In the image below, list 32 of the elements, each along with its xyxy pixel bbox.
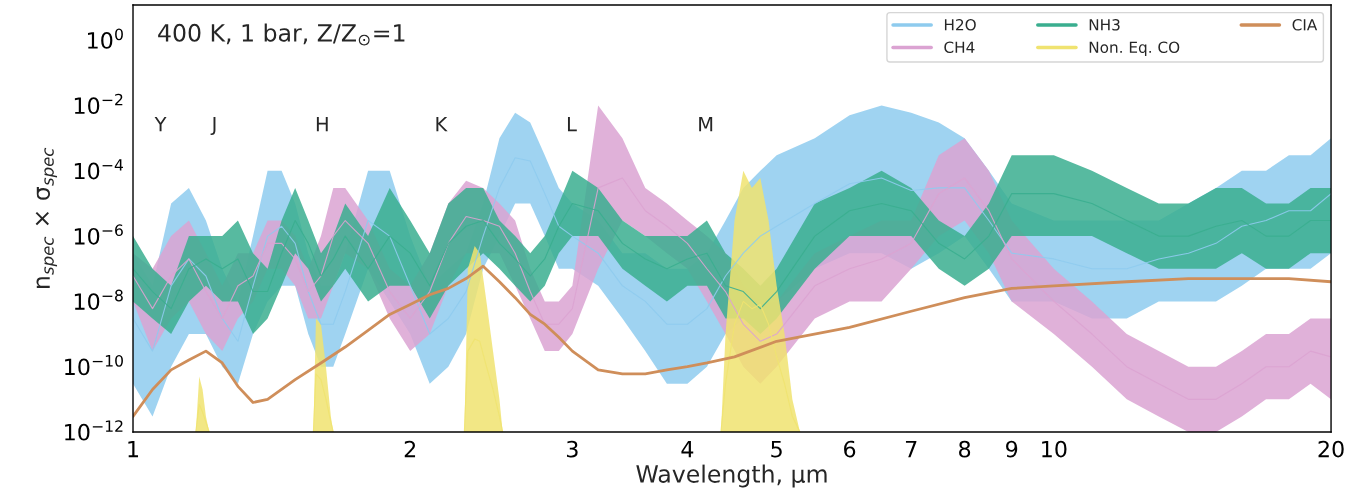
annotation: J [210, 117, 216, 136]
legend-label: CIA [1292, 19, 1318, 31]
legend-label: H2O [944, 19, 976, 31]
legend-label: CH4 [944, 41, 975, 53]
x-tick-label: 1 [128, 441, 139, 458]
annotation: K [436, 117, 448, 132]
y-tick-label: 10$^{−2}$ [74, 93, 123, 115]
annotation: L [567, 117, 577, 132]
x-tick-label: 20 [1318, 440, 1344, 458]
x-tick-label: 4 [681, 441, 694, 458]
y-axis-title: n$_{spec}$ × σ$_{spec}$ [35, 147, 58, 288]
y-tick-label: 10$^{−10}$ [65, 354, 123, 376]
y-tick-label: 10$^{−8}$ [74, 289, 123, 310]
y-tick-label: 10$^{−4}$ [74, 159, 123, 180]
x-tick-label: 7 [905, 441, 917, 458]
x-tick-label: 9 [1006, 440, 1018, 458]
y-tick-label: 10$^{−12}$ [65, 420, 123, 441]
annotation: Y [154, 117, 167, 132]
x-tick-label: 6 [844, 440, 856, 458]
legend-label: Non. Eq. CO [1089, 41, 1180, 56]
annotation: 400 K, 1 bar, Z/Z$_{⊙}$=1 [158, 23, 405, 46]
x-tick-label: 10 [1042, 440, 1067, 458]
x-tick-label: 5 [771, 441, 782, 458]
x-tick-label: 2 [404, 440, 416, 458]
x-tick-label: 8 [959, 440, 971, 458]
x-tick-label: 3 [566, 440, 578, 458]
annotation: H [316, 117, 328, 132]
y-tick-label: 10$^{0}$ [88, 28, 123, 49]
legend-label: NH3 [1089, 19, 1120, 31]
x-axis-title: Wavelength, μm [636, 464, 827, 488]
annotation: M [699, 117, 713, 132]
y-tick-label: 10$^{−6}$ [74, 224, 123, 245]
